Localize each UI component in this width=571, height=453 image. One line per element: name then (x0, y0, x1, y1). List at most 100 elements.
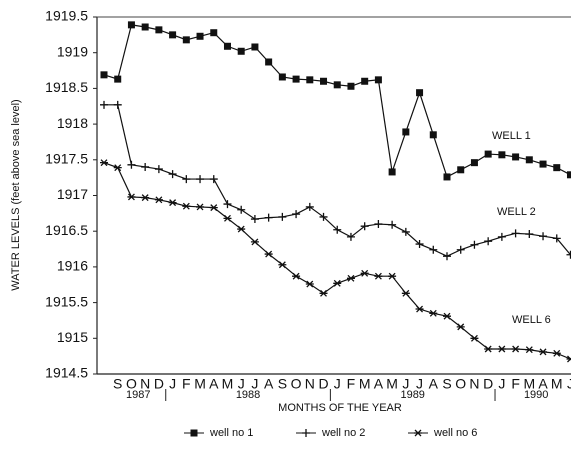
marker (265, 58, 273, 66)
marker (484, 237, 493, 246)
x-tick-label: O (126, 376, 137, 392)
marker (154, 165, 163, 174)
marker (113, 100, 122, 109)
marker (127, 21, 135, 29)
marker (209, 204, 218, 212)
marker (374, 272, 383, 280)
marker (525, 346, 534, 354)
x-tick-label: O (455, 376, 466, 392)
marker (525, 156, 533, 164)
x-tick-label: S (113, 376, 122, 392)
marker (237, 205, 246, 214)
marker (182, 36, 190, 44)
marker (470, 159, 478, 167)
marker (511, 229, 520, 238)
x-tick-label: A (538, 376, 548, 392)
y-tick-label: 1915.5 (45, 293, 88, 309)
series: well no 1 (100, 21, 571, 439)
annotation: WELL 1 (492, 130, 531, 142)
x-tick-label: O (291, 376, 302, 392)
marker (223, 42, 231, 50)
marker (484, 150, 492, 158)
marker (114, 75, 122, 83)
marker (360, 269, 369, 277)
y-tick-label: 1916.5 (45, 222, 88, 238)
marker (497, 345, 506, 353)
x-tick-label: F (347, 376, 356, 392)
marker (333, 81, 341, 89)
x-tick-label: J (402, 376, 409, 392)
x-tick-label: D (318, 376, 328, 392)
marker (100, 71, 108, 79)
marker (347, 82, 355, 90)
x-tick-label: S (278, 376, 287, 392)
marker (278, 73, 286, 81)
annotation: WELL 6 (512, 314, 551, 326)
marker (456, 245, 465, 254)
x-axis-label: MONTHS OF THE YEAR (278, 402, 402, 414)
y-tick-label: 1918.5 (45, 79, 88, 95)
marker (539, 232, 548, 241)
marker (401, 227, 410, 236)
marker (113, 164, 122, 172)
x-tick-label: M (523, 376, 535, 392)
marker (196, 175, 205, 184)
x-tick-label: J (251, 376, 258, 392)
marker (498, 151, 506, 159)
marker (168, 199, 177, 207)
marker (305, 202, 314, 211)
marker (497, 232, 506, 241)
marker (223, 214, 232, 222)
marker (456, 323, 465, 331)
marker (250, 215, 259, 224)
y-tick-label: 1919 (57, 43, 88, 59)
marker (401, 289, 410, 297)
marker (141, 23, 149, 31)
y-tick-label: 1919.5 (45, 8, 88, 24)
series: well no 6 (100, 159, 571, 439)
y-tick-label: 1917.5 (45, 151, 88, 167)
x-tick-label: A (264, 376, 274, 392)
x-tick-label: J (498, 376, 505, 392)
marker (429, 131, 437, 139)
x-tick-label: J (416, 376, 423, 392)
marker (566, 171, 571, 179)
marker (457, 166, 465, 174)
marker (511, 345, 520, 353)
y-tick-label: 1914.5 (45, 365, 88, 381)
marker (278, 261, 287, 269)
marker (333, 279, 342, 287)
marker (388, 220, 397, 229)
marker (250, 238, 259, 246)
x-tick-label: F (182, 376, 191, 392)
x-tick-label: N (469, 376, 479, 392)
x-tick-label: F (511, 376, 520, 392)
marker (292, 272, 301, 280)
x-tick-label: J (238, 376, 245, 392)
marker (182, 202, 191, 210)
marker (416, 89, 424, 97)
marker (320, 77, 328, 85)
x-tick-label: N (305, 376, 315, 392)
marker (552, 349, 561, 357)
marker (141, 194, 150, 202)
marker (196, 203, 205, 211)
marker (127, 193, 136, 201)
marker (539, 160, 547, 168)
marker (169, 31, 177, 39)
marker (305, 280, 314, 288)
marker (525, 230, 534, 239)
marker (251, 43, 259, 51)
marker (209, 175, 218, 184)
legend-label: well no 1 (209, 427, 253, 439)
marker (552, 234, 561, 243)
marker (484, 345, 493, 353)
legend-label: well no 6 (433, 427, 477, 439)
marker (333, 225, 342, 234)
marker (346, 232, 355, 241)
marker (470, 240, 479, 249)
marker (374, 76, 382, 84)
marker (264, 213, 273, 222)
marker (346, 274, 355, 282)
